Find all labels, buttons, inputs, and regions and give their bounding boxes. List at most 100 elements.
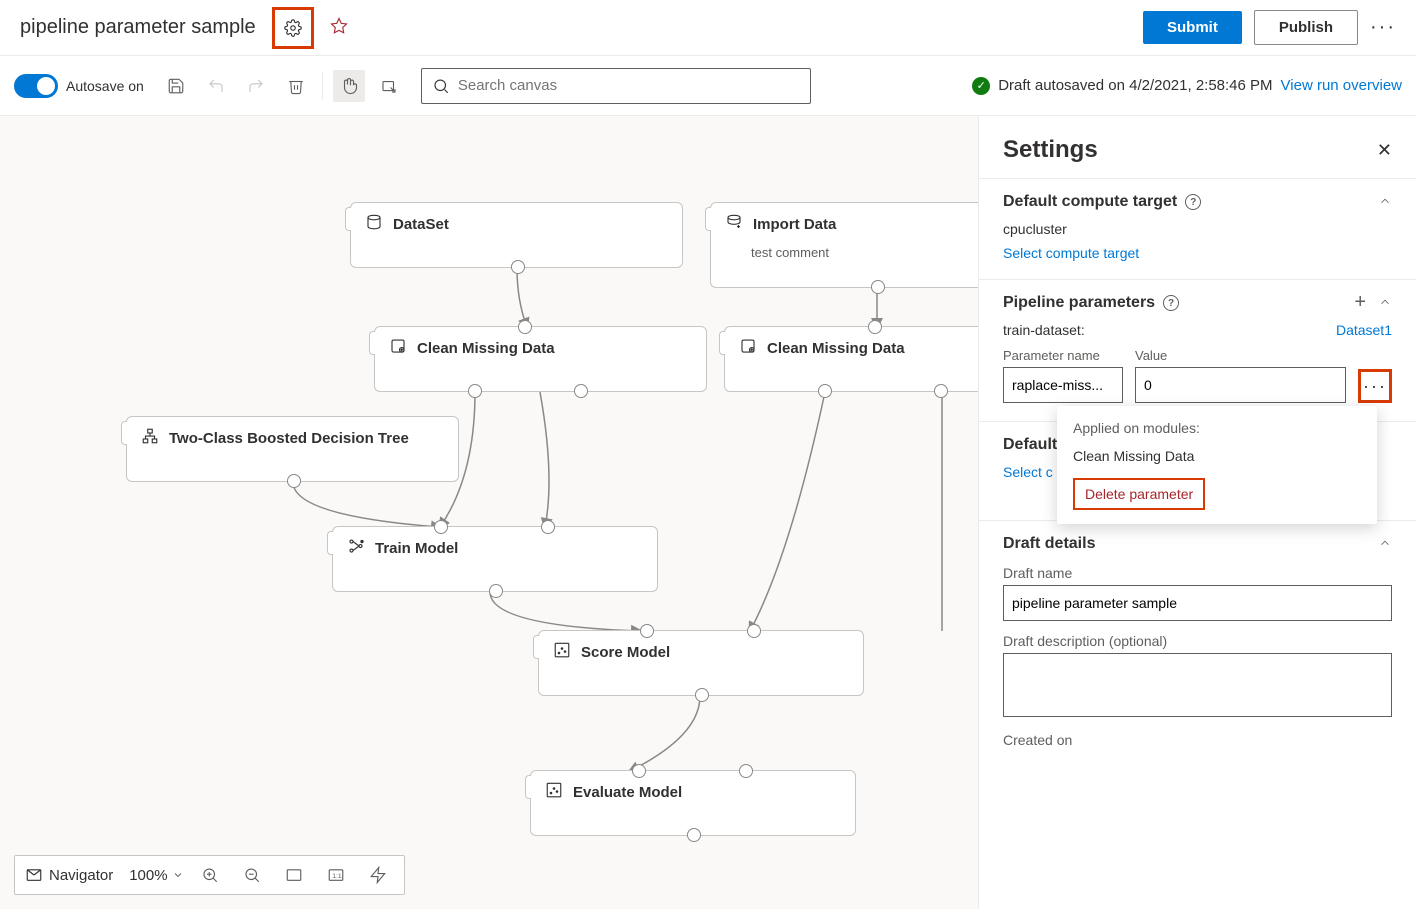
node-icon xyxy=(739,337,757,359)
param-name-input[interactable] xyxy=(1003,367,1123,403)
view-run-link[interactable]: View run overview xyxy=(1281,77,1402,94)
settings-panel: Settings ✕ Default compute target ? cpuc… xyxy=(978,116,1416,909)
param-more-button[interactable]: ··· xyxy=(1358,369,1392,403)
node-icon xyxy=(365,213,383,235)
input-port[interactable] xyxy=(868,320,882,334)
header-more-button[interactable]: ··· xyxy=(1370,16,1396,39)
params-section: Pipeline parameters ? + train-dataset: D… xyxy=(979,279,1416,421)
node-icon xyxy=(725,213,743,235)
output-port[interactable] xyxy=(818,384,832,398)
autosave-toggle[interactable] xyxy=(14,74,58,98)
output-port[interactable] xyxy=(695,688,709,702)
redo-button[interactable] xyxy=(240,70,272,102)
node-label: Import Data xyxy=(753,216,836,233)
settings-title: Settings xyxy=(1003,136,1098,164)
node-label: Two-Class Boosted Decision Tree xyxy=(169,430,409,447)
zoom-in-icon xyxy=(201,866,219,884)
collapse-compute[interactable] xyxy=(1378,194,1392,211)
navigator-label: Navigator xyxy=(49,867,113,884)
zoom-value: 100% xyxy=(129,867,167,884)
zoom-in-button[interactable] xyxy=(194,859,226,891)
input-port[interactable] xyxy=(640,624,654,638)
node-score[interactable]: Score Model xyxy=(538,630,864,696)
output-port[interactable] xyxy=(468,384,482,398)
auto-layout-button[interactable] xyxy=(362,859,394,891)
pipeline-title: pipeline parameter sample xyxy=(20,16,256,39)
node-label: Score Model xyxy=(581,644,670,661)
redo-icon xyxy=(247,77,265,95)
input-port[interactable] xyxy=(518,320,532,334)
navigator-icon xyxy=(25,866,43,884)
draft-desc-input[interactable] xyxy=(1003,653,1392,717)
select-button[interactable] xyxy=(373,70,405,102)
fit-screen-button[interactable] xyxy=(278,859,310,891)
output-port[interactable] xyxy=(871,280,885,294)
param-context-popup: Applied on modules: Clean Missing Data D… xyxy=(1057,406,1377,524)
param-name-label: Parameter name xyxy=(1003,348,1123,363)
node-twoclass[interactable]: Two-Class Boosted Decision Tree xyxy=(126,416,459,482)
chevron-down-icon xyxy=(172,869,184,881)
popup-module[interactable]: Clean Missing Data xyxy=(1073,448,1361,464)
autosave-status: ✓ Draft autosaved on 4/2/2021, 2:58:46 P… xyxy=(972,77,1402,95)
node-label: Train Model xyxy=(375,540,458,557)
created-on-label: Created on xyxy=(1003,732,1392,748)
node-label: Clean Missing Data xyxy=(767,340,905,357)
collapse-draft[interactable] xyxy=(1378,536,1392,553)
input-port[interactable] xyxy=(632,764,646,778)
compute-value: cpucluster xyxy=(1003,221,1392,237)
header: pipeline parameter sample Submit Publish… xyxy=(0,0,1416,56)
pan-button[interactable] xyxy=(333,70,365,102)
add-param-button[interactable]: + xyxy=(1354,295,1366,312)
output-port[interactable] xyxy=(574,384,588,398)
search-icon xyxy=(432,77,450,95)
node-eval[interactable]: Evaluate Model xyxy=(530,770,856,836)
output-port[interactable] xyxy=(489,584,503,598)
train-dataset-value[interactable]: Dataset1 xyxy=(1336,322,1392,338)
draft-title: Draft details xyxy=(1003,535,1095,553)
output-port[interactable] xyxy=(287,474,301,488)
node-dataset[interactable]: DataSet xyxy=(350,202,683,268)
star-icon xyxy=(330,17,348,35)
delete-parameter-button[interactable]: Delete parameter xyxy=(1073,478,1205,510)
actual-size-button[interactable]: 1:1 xyxy=(320,859,352,891)
select-compute-link[interactable]: Select compute target xyxy=(1003,245,1392,261)
search-canvas-box[interactable] xyxy=(421,68,811,104)
node-label: Evaluate Model xyxy=(573,784,682,801)
output-port[interactable] xyxy=(687,828,701,842)
favorite-star-button[interactable] xyxy=(330,17,348,38)
params-title: Pipeline parameters ? xyxy=(1003,294,1179,312)
draft-desc-label: Draft description (optional) xyxy=(1003,633,1392,649)
navigator-button[interactable]: Navigator xyxy=(25,866,113,884)
undo-icon xyxy=(207,77,225,95)
input-port[interactable] xyxy=(434,520,448,534)
output-port[interactable] xyxy=(511,260,525,274)
zoom-level[interactable]: 100% xyxy=(129,867,183,884)
node-train[interactable]: Train Model xyxy=(332,526,658,592)
compute-section: Default compute target ? cpucluster Sele… xyxy=(979,178,1416,279)
draft-name-label: Draft name xyxy=(1003,565,1392,581)
draft-section: Draft details Draft name Draft descripti… xyxy=(979,520,1416,766)
zoom-out-button[interactable] xyxy=(236,859,268,891)
delete-button[interactable] xyxy=(280,70,312,102)
settings-gear-highlight[interactable] xyxy=(272,7,314,49)
info-icon[interactable]: ? xyxy=(1185,194,1201,210)
save-button[interactable] xyxy=(160,70,192,102)
publish-button[interactable]: Publish xyxy=(1254,10,1358,45)
param-value-input[interactable] xyxy=(1135,367,1346,403)
check-icon: ✓ xyxy=(972,77,990,95)
hand-icon xyxy=(340,77,358,95)
info-icon[interactable]: ? xyxy=(1163,295,1179,311)
node-label: Clean Missing Data xyxy=(417,340,555,357)
cursor-icon xyxy=(380,77,398,95)
submit-button[interactable]: Submit xyxy=(1143,11,1242,44)
popup-label: Applied on modules: xyxy=(1073,420,1361,436)
trash-icon xyxy=(287,77,305,95)
draft-name-input[interactable] xyxy=(1003,585,1392,621)
search-canvas-input[interactable] xyxy=(458,77,800,94)
param-value-label: Value xyxy=(1135,348,1346,363)
node-clean1[interactable]: Clean Missing Data xyxy=(374,326,707,392)
close-panel-button[interactable]: ✕ xyxy=(1377,140,1392,161)
undo-button[interactable] xyxy=(200,70,232,102)
output-port[interactable] xyxy=(934,384,948,398)
collapse-params[interactable] xyxy=(1378,295,1392,312)
